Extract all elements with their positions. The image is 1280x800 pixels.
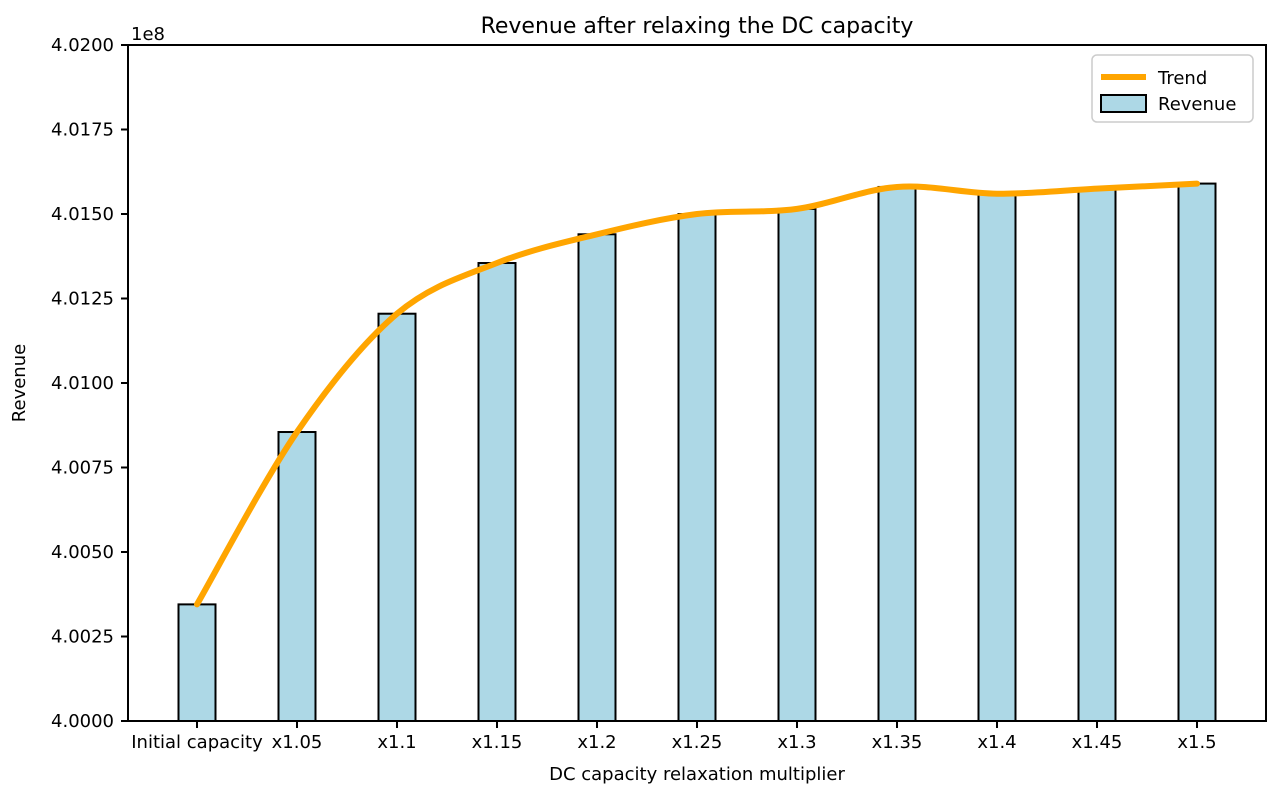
x-tick-label: x1.2 — [577, 732, 616, 753]
revenue-bar — [1077, 187, 1117, 722]
legend: Trend Revenue — [1091, 54, 1254, 123]
x-tick-label: Initial capacity — [131, 732, 263, 753]
ticks-group: 4.0000 4.0025 4.0050 4.0075 4.0100 4.0125 4.01… — [51, 35, 1217, 753]
x-tick-label: x1.4 — [977, 732, 1016, 753]
x-tick-label: x1.15 — [472, 732, 523, 753]
y-tick-label: 4.0125 — [51, 289, 114, 310]
legend-revenue-patch-swatch — [1100, 94, 1147, 113]
revenue-bar — [377, 312, 417, 722]
y-tick-label: 4.0000 — [51, 711, 114, 732]
revenue-bar — [877, 185, 917, 722]
revenue-bar — [1177, 182, 1217, 722]
y-axis-offset-label: 1e8 — [131, 24, 165, 45]
revenue-bar — [477, 262, 517, 722]
trend-group — [194, 180, 1200, 608]
revenue-bar — [177, 603, 217, 723]
legend-trend-label: Trend — [1157, 68, 1207, 89]
y-tick-label: 4.0075 — [51, 458, 114, 479]
x-tick-label: x1.5 — [1177, 732, 1216, 753]
x-tick-label: x1.45 — [1072, 732, 1123, 753]
y-tick-label: 4.0050 — [51, 542, 114, 563]
y-tick-label: 4.0150 — [51, 204, 114, 225]
y-tick-label: 4.0025 — [51, 627, 114, 648]
revenue-bar — [277, 431, 317, 722]
y-tick-label: 4.0100 — [51, 373, 114, 394]
plot-border — [127, 44, 1267, 722]
x-tick-label: x1.05 — [272, 732, 323, 753]
legend-revenue-label: Revenue — [1158, 94, 1236, 115]
revenue-bar — [577, 233, 617, 722]
x-tick-label: x1.25 — [672, 732, 723, 753]
y-tick-label: 4.0200 — [51, 35, 114, 56]
y-tick-label: 4.0175 — [51, 120, 114, 141]
x-tick-label: x1.35 — [872, 732, 923, 753]
x-tick-label: x1.1 — [377, 732, 416, 753]
x-axis-label: DC capacity relaxation multiplier — [549, 764, 845, 785]
revenue-bar — [777, 207, 817, 722]
revenue-bar — [677, 213, 717, 722]
y-axis-label: Revenue — [9, 344, 30, 422]
revenue-bar — [977, 192, 1017, 723]
bars-group — [177, 182, 1217, 723]
chart-title: Revenue after relaxing the DC capacity — [481, 14, 914, 39]
trend-line — [194, 180, 1200, 608]
x-tick-label: x1.3 — [777, 732, 816, 753]
